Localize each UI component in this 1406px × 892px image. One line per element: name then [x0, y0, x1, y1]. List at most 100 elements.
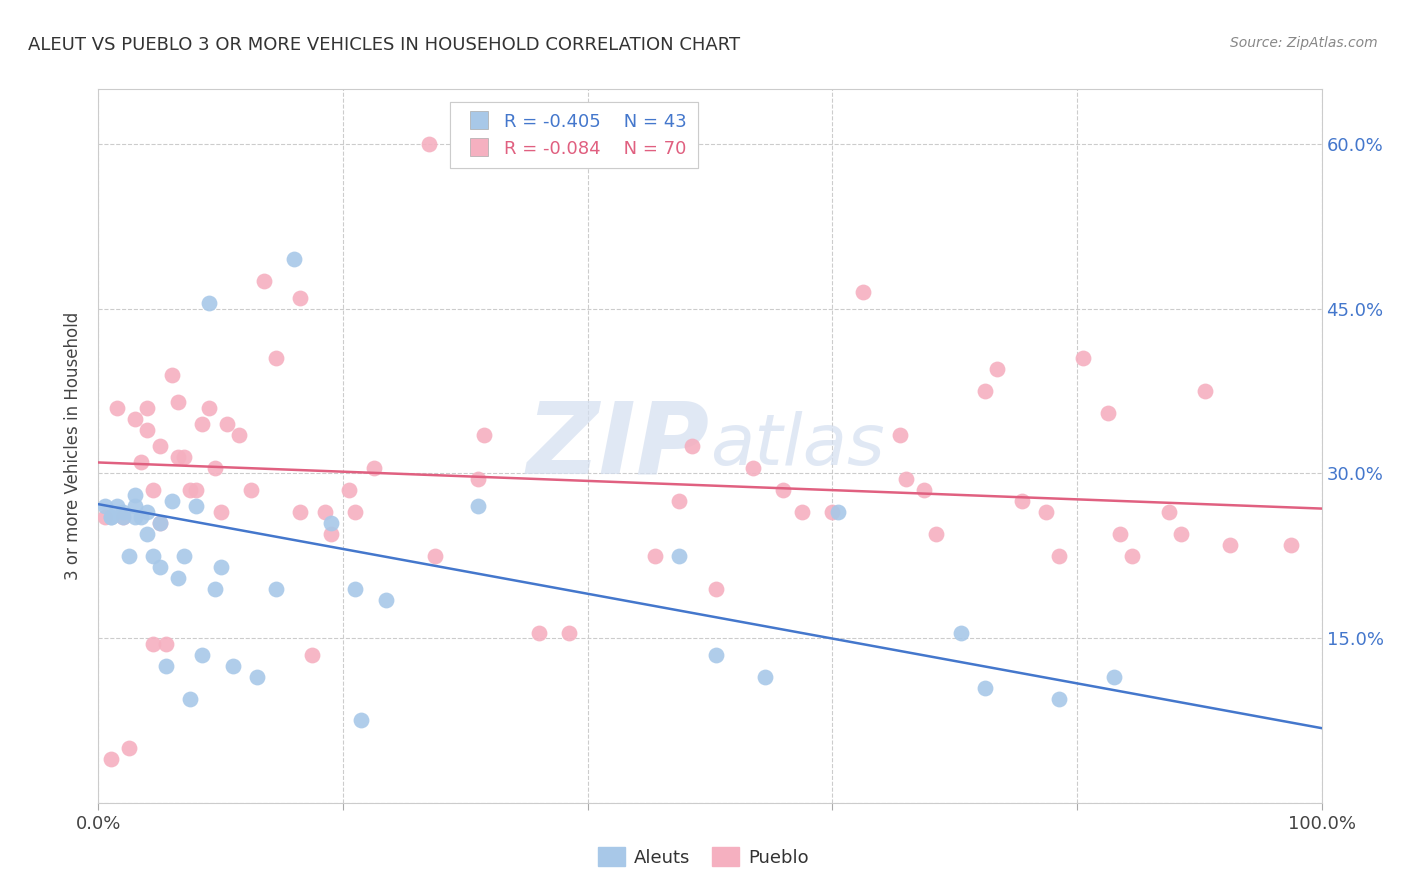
Point — [149, 439, 172, 453]
Point — [301, 648, 323, 662]
Point — [1047, 691, 1070, 706]
Legend: R = -0.405    N = 43, R = -0.084    N = 70: R = -0.405 N = 43, R = -0.084 N = 70 — [450, 102, 697, 169]
Point — [228, 428, 250, 442]
Point — [704, 582, 727, 596]
Point — [160, 368, 183, 382]
Point — [1035, 505, 1057, 519]
Point — [1194, 384, 1216, 398]
Point — [350, 714, 373, 728]
Point — [129, 510, 152, 524]
Point — [186, 483, 208, 497]
Point — [668, 494, 690, 508]
Point — [949, 625, 972, 640]
Point — [179, 483, 201, 497]
Point — [129, 455, 152, 469]
Point — [852, 285, 875, 300]
Point — [290, 505, 312, 519]
Point — [681, 439, 703, 453]
Point — [136, 526, 159, 541]
Point — [173, 450, 195, 464]
Point — [1157, 505, 1180, 519]
Text: ALEUT VS PUEBLO 3 OR MORE VEHICLES IN HOUSEHOLD CORRELATION CHART: ALEUT VS PUEBLO 3 OR MORE VEHICLES IN HO… — [28, 36, 740, 54]
Point — [319, 516, 342, 530]
Y-axis label: 3 or more Vehicles in Household: 3 or more Vehicles in Household — [65, 312, 83, 580]
Point — [105, 500, 128, 514]
Point — [772, 483, 794, 497]
Point — [558, 625, 581, 640]
Point — [136, 505, 159, 519]
Point — [155, 658, 177, 673]
Point — [283, 252, 305, 267]
Point — [136, 401, 159, 415]
Point — [204, 582, 226, 596]
Point — [363, 461, 385, 475]
Point — [423, 549, 446, 563]
Point — [100, 510, 122, 524]
Point — [314, 505, 336, 519]
Text: atlas: atlas — [710, 411, 884, 481]
Point — [790, 505, 813, 519]
Point — [142, 549, 165, 563]
Point — [668, 549, 690, 563]
Point — [821, 505, 844, 519]
Point — [167, 395, 190, 409]
Point — [246, 669, 269, 683]
Point — [191, 648, 214, 662]
Point — [118, 549, 141, 563]
Point — [704, 648, 727, 662]
Point — [527, 625, 550, 640]
Point — [925, 526, 948, 541]
Point — [1219, 538, 1241, 552]
Point — [1108, 526, 1130, 541]
Point — [319, 526, 342, 541]
Point — [290, 291, 312, 305]
Point — [167, 571, 190, 585]
Point — [191, 417, 214, 431]
Point — [118, 740, 141, 755]
Point — [467, 500, 489, 514]
Point — [100, 510, 122, 524]
Point — [222, 658, 245, 673]
Point — [1097, 406, 1119, 420]
Point — [149, 559, 172, 574]
Point — [186, 500, 208, 514]
Point — [894, 472, 917, 486]
Point — [1121, 549, 1143, 563]
Point — [100, 752, 122, 766]
Point — [124, 500, 146, 514]
Point — [240, 483, 263, 497]
Point — [197, 401, 219, 415]
Point — [155, 637, 177, 651]
Point — [209, 505, 232, 519]
Point — [912, 483, 935, 497]
Point — [111, 510, 134, 524]
Point — [264, 351, 287, 366]
Point — [204, 461, 226, 475]
Point — [252, 274, 274, 288]
Point — [1102, 669, 1125, 683]
Point — [754, 669, 776, 683]
Point — [344, 505, 367, 519]
Point — [136, 423, 159, 437]
Point — [337, 483, 360, 497]
Point — [215, 417, 238, 431]
Point — [173, 549, 195, 563]
Point — [124, 510, 146, 524]
Point — [344, 582, 367, 596]
Point — [149, 516, 172, 530]
Point — [111, 510, 134, 524]
Point — [741, 461, 763, 475]
Text: Source: ZipAtlas.com: Source: ZipAtlas.com — [1230, 36, 1378, 50]
Point — [93, 500, 115, 514]
Point — [124, 488, 146, 502]
Point — [160, 494, 183, 508]
Point — [889, 428, 911, 442]
Point — [986, 362, 1008, 376]
Text: ZIP: ZIP — [527, 398, 710, 494]
Point — [197, 296, 219, 310]
Legend: Aleuts, Pueblo: Aleuts, Pueblo — [591, 840, 815, 874]
Point — [467, 472, 489, 486]
Point — [142, 483, 165, 497]
Point — [1279, 538, 1302, 552]
Point — [124, 411, 146, 425]
